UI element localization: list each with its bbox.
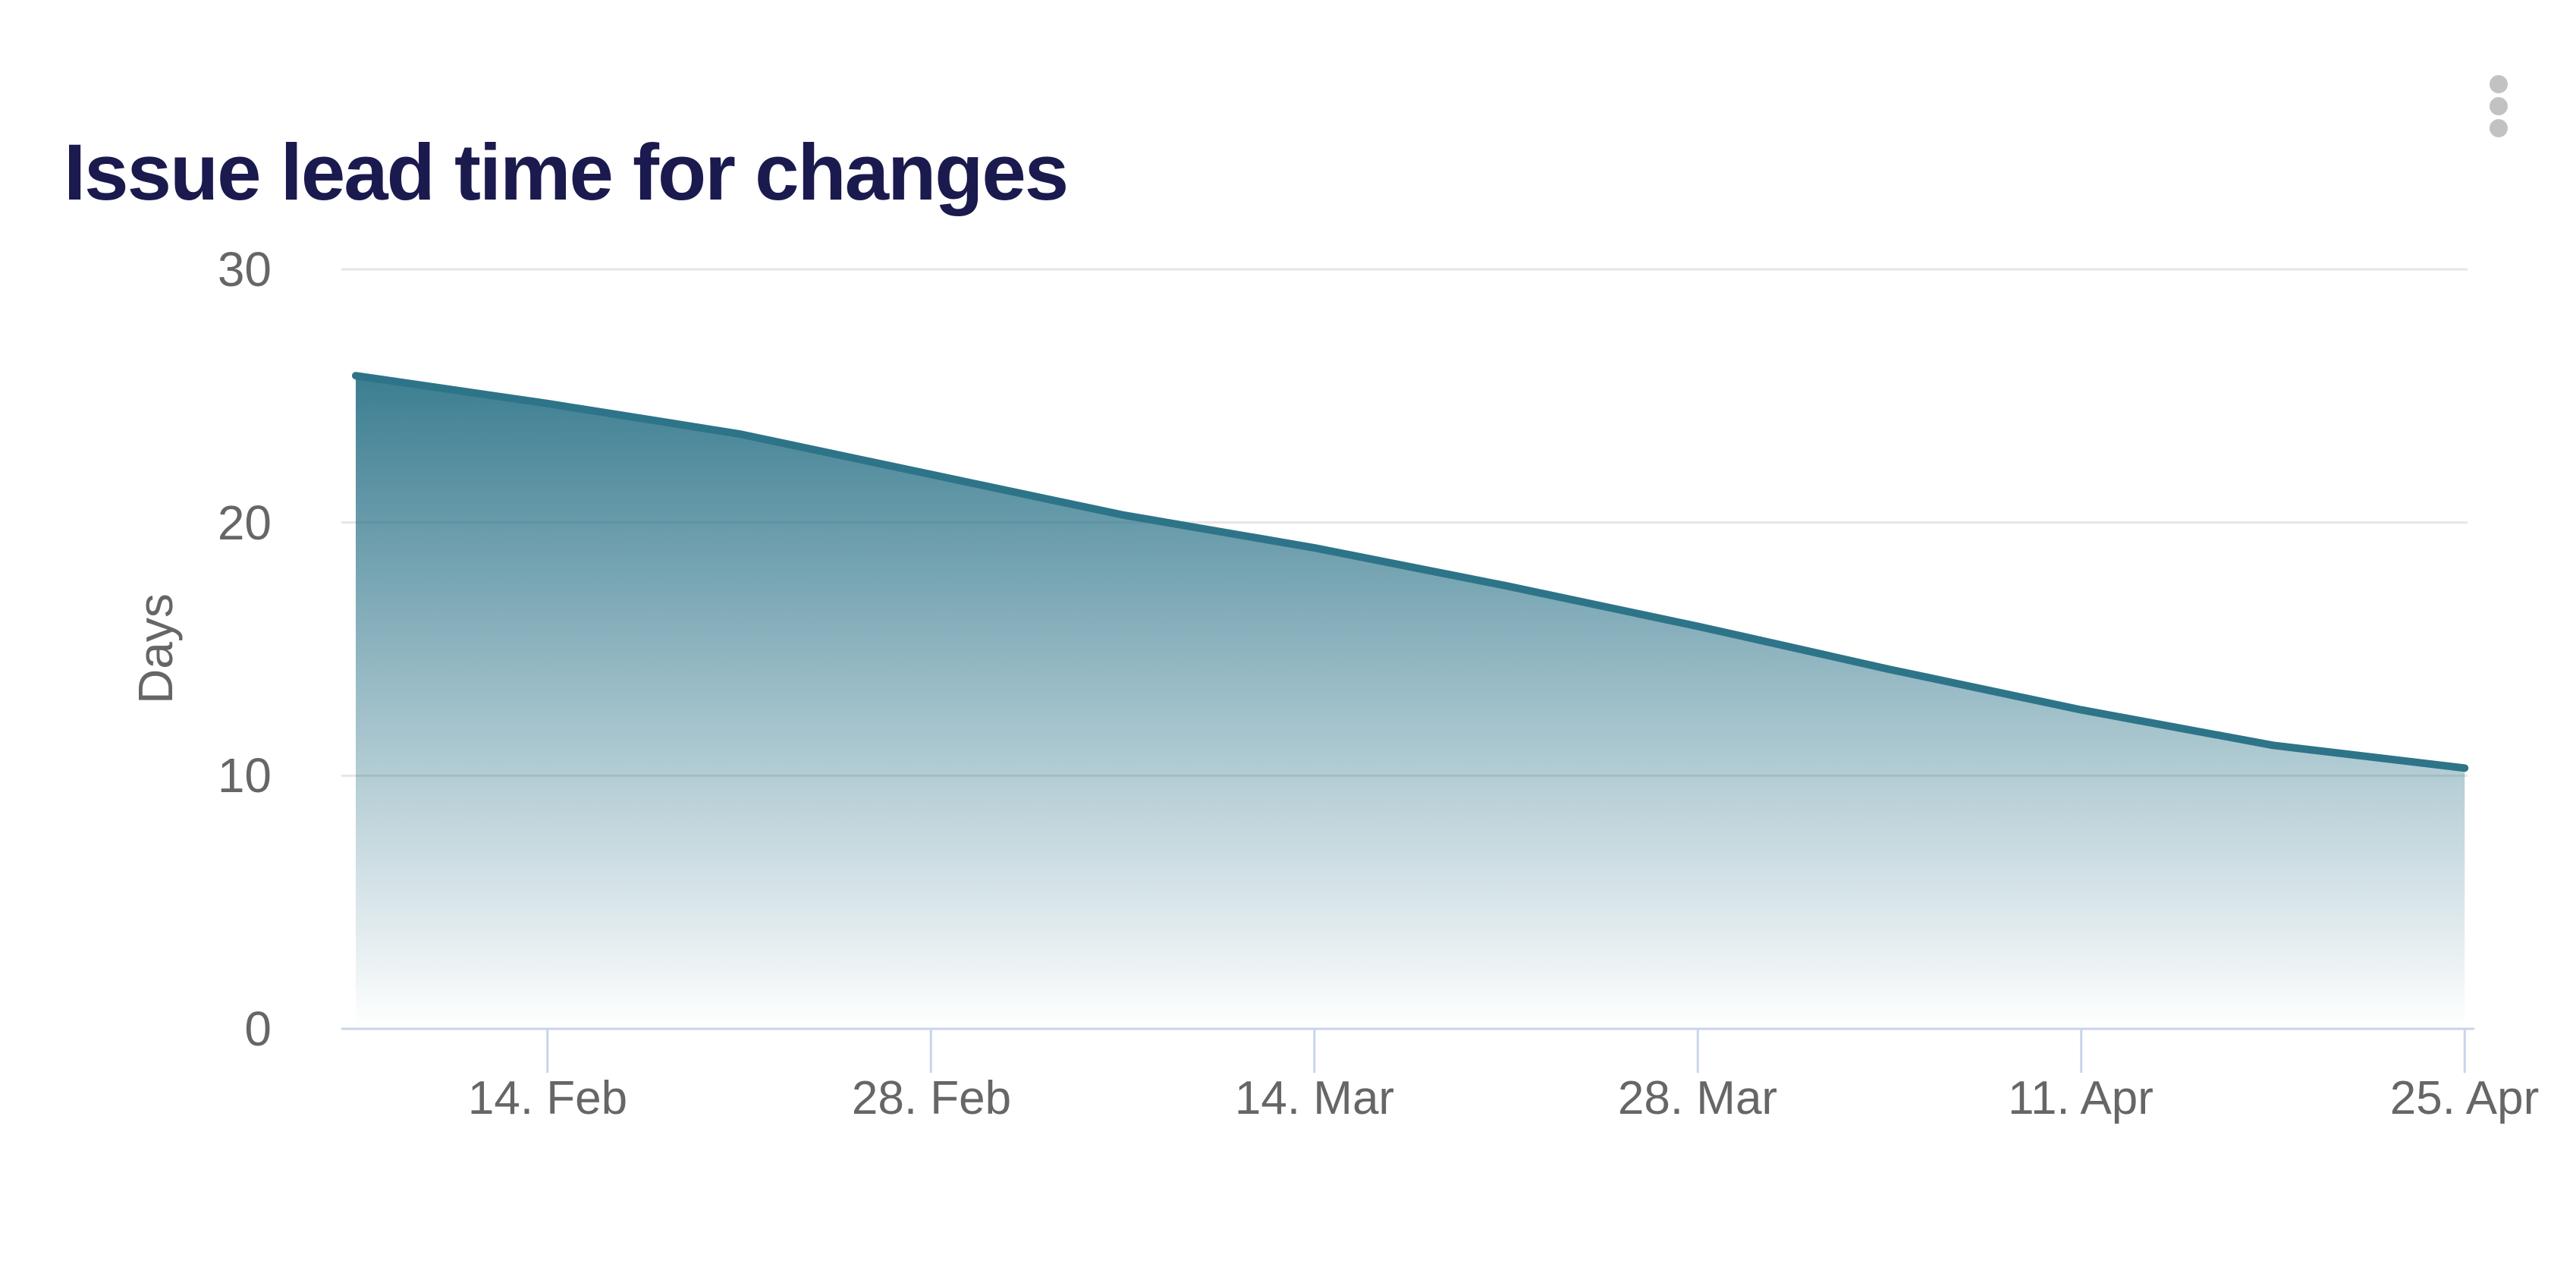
y-tick-label-20: 20 bbox=[217, 495, 272, 550]
x-tick-label-25-apr: 25. Apr bbox=[2389, 1072, 2540, 1124]
lead-time-line bbox=[352, 372, 2469, 772]
area-series-fill bbox=[356, 376, 2465, 1029]
y-tick-label-0: 0 bbox=[244, 1002, 272, 1056]
y-tick-label-10: 10 bbox=[217, 748, 272, 803]
x-tick-label-28-mar: 28. Mar bbox=[1617, 1072, 1778, 1124]
y-axis-title: Days bbox=[128, 593, 183, 704]
x-tick-label-14-mar: 14. Mar bbox=[1234, 1072, 1395, 1124]
y-tick-label-30: 30 bbox=[217, 242, 272, 297]
x-tick-label-28-feb: 28. Feb bbox=[851, 1072, 1012, 1124]
more-actions-button[interactable] bbox=[2467, 64, 2530, 149]
x-tick-label-11-apr: 11. Apr bbox=[2008, 1072, 2153, 1124]
chart-title: Issue lead time for changes bbox=[64, 128, 1069, 218]
x-tick-label-14-feb: 14. Feb bbox=[467, 1072, 628, 1124]
